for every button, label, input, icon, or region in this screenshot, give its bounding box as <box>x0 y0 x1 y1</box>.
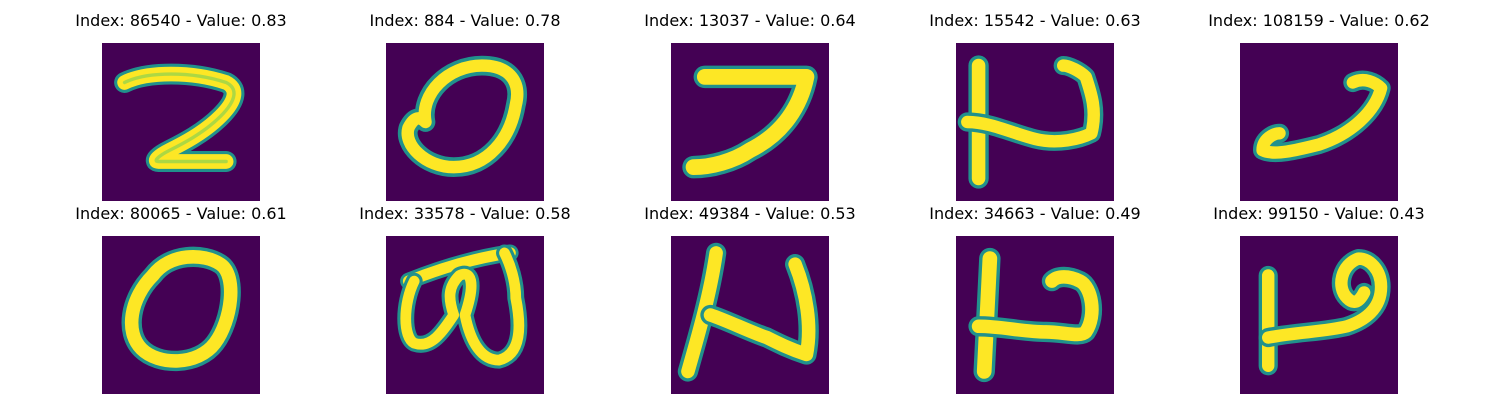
panel-1: Index: 86540 - Value: 0.83 <box>61 9 301 201</box>
panel-title: Index: 13037 - Value: 0.64 <box>644 11 856 30</box>
digit-image <box>671 43 829 201</box>
panel-title: Index: 108159 - Value: 0.62 <box>1208 11 1430 30</box>
panel-title: Index: 86540 - Value: 0.83 <box>75 11 287 30</box>
panel-7: Index: 33578 - Value: 0.58 <box>345 202 585 394</box>
digit-image <box>102 43 260 201</box>
digit-image <box>1240 43 1398 201</box>
panel-10: Index: 99150 - Value: 0.43 <box>1199 202 1439 394</box>
panel-8: Index: 49384 - Value: 0.53 <box>630 202 870 394</box>
panel-title: Index: 49384 - Value: 0.53 <box>644 204 856 223</box>
panel-2: Index: 884 - Value: 0.78 <box>345 9 585 201</box>
panel-title: Index: 34663 - Value: 0.49 <box>929 204 1141 223</box>
digit-image <box>386 236 544 394</box>
panel-title: Index: 884 - Value: 0.78 <box>369 11 561 30</box>
panel-title: Index: 99150 - Value: 0.43 <box>1213 204 1425 223</box>
panel-9: Index: 34663 - Value: 0.49 <box>915 202 1155 394</box>
digit-image <box>386 43 544 201</box>
panel-title: Index: 15542 - Value: 0.63 <box>929 11 1141 30</box>
panel-title: Index: 80065 - Value: 0.61 <box>75 204 287 223</box>
panel-4: Index: 15542 - Value: 0.63 <box>915 9 1155 201</box>
digit-image <box>956 236 1114 394</box>
digit-image <box>956 43 1114 201</box>
digit-image <box>671 236 829 394</box>
digit-image <box>102 236 260 394</box>
panel-3: Index: 13037 - Value: 0.64 <box>630 9 870 201</box>
panel-6: Index: 80065 - Value: 0.61 <box>61 202 301 394</box>
panel-title: Index: 33578 - Value: 0.58 <box>359 204 571 223</box>
panel-5: Index: 108159 - Value: 0.62 <box>1199 9 1439 201</box>
digit-image <box>1240 236 1398 394</box>
